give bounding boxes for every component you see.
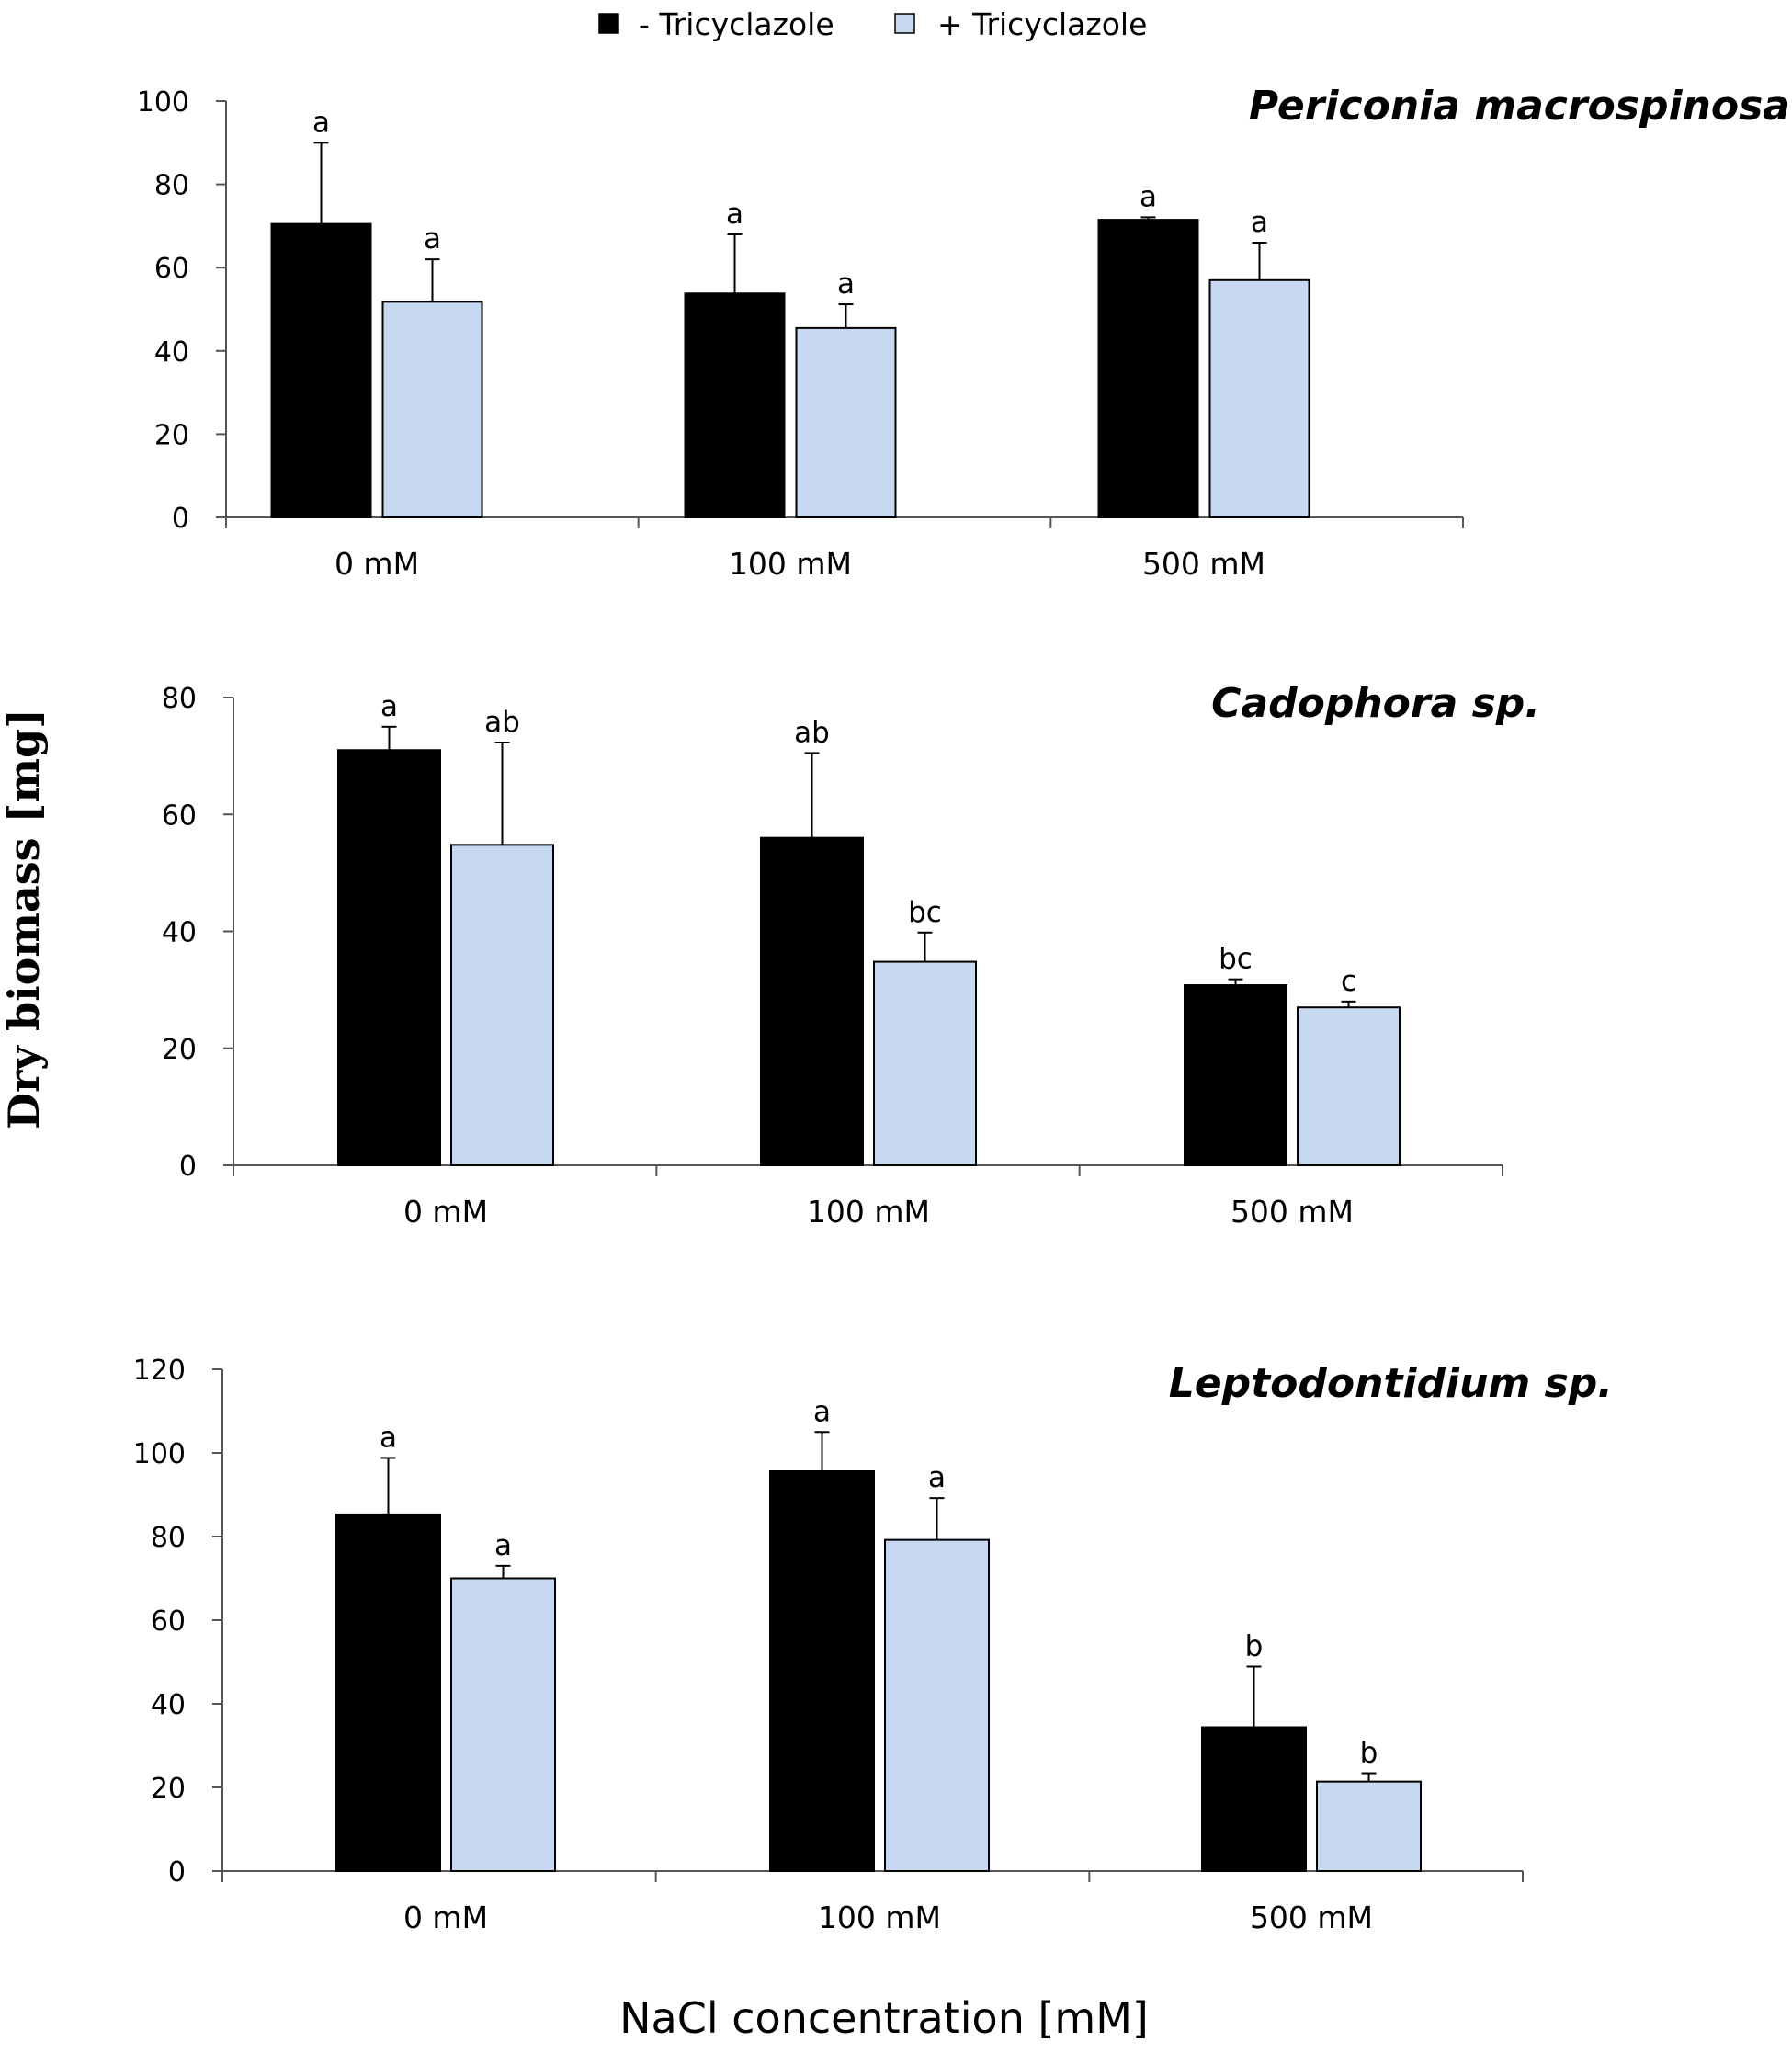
significance-label: bc [908,896,942,929]
significance-label: a [726,198,743,231]
bar-minus-tricyclazole [684,292,786,519]
y-axis-title: Dry biomass [mg] [0,709,49,1129]
y-tick-label: 80 [151,1522,186,1554]
bar-plus-tricyclazole [450,844,554,1167]
bar-plus-tricyclazole [884,1538,990,1872]
panel-leptodontidium: 0 20 40 60 80 100 120 a a 0 mM a a 100 mM b b 500 mM Lep… [133,1355,1613,1935]
significance-label: c [1341,965,1356,998]
panel-cadophora: 0 20 40 60 80 a ab 0 mM ab bc 100 mM bc c 500 mM Cadop… [162,680,1540,1230]
significance-label: a [813,1395,831,1428]
bar-minus-tricyclazole [270,222,372,518]
panel-title: Periconia macrospinosa [1249,83,1790,130]
y-tick-label: 80 [154,170,189,202]
y-tick-label: 40 [154,336,189,369]
y-tick-label: 60 [162,800,197,832]
y-tick-label: 80 [162,683,197,715]
significance-label: b [1245,1630,1264,1663]
category-label: 0 mM [403,1900,488,1935]
significance-label: ab [794,716,830,749]
significance-label: a [424,222,441,255]
y-tick-label: 40 [162,917,197,949]
category-label: 0 mM [403,1194,488,1230]
bar-minus-tricyclazole [335,1513,441,1872]
bar-plus-tricyclazole [450,1577,556,1872]
panel-title: Leptodontidium sp. [1169,1360,1613,1407]
panel-periconia: 0 20 40 60 80 100 a a 0 mM a a 100 mM a a 500 mM Perico… [137,83,1790,582]
bar-minus-tricyclazole [337,749,441,1166]
y-tick-label: 20 [151,1773,186,1805]
significance-label: a [837,267,855,301]
significance-label: a [312,106,330,139]
category-label: 500 mM [1250,1900,1373,1935]
significance-label: a [1251,206,1268,239]
y-tick-label: 20 [154,419,189,451]
y-tick-label: 0 [179,1151,197,1183]
significance-label: a [1140,180,1157,213]
category-label: 100 mM [807,1194,930,1230]
category-label: 100 mM [729,546,852,582]
significance-label: a [380,1421,397,1454]
category-label: 0 mM [335,546,419,582]
bar-minus-tricyclazole [1097,219,1199,518]
bar-plus-tricyclazole [1208,278,1310,518]
significance-label: a [494,1529,512,1562]
significance-label: a [928,1461,946,1494]
significance-label: bc [1219,943,1253,976]
category-label: 100 mM [818,1900,941,1935]
legend-label-plus: + Tricyclazole [937,6,1147,42]
bar-minus-tricyclazole [1201,1726,1307,1872]
bar-minus-tricyclazole [1184,984,1287,1167]
x-axis-title: NaCl concentration [mM] [619,1993,1149,2043]
y-tick-label: 60 [154,253,189,285]
category-label: 500 mM [1142,546,1265,582]
bar-plus-tricyclazole [381,301,483,519]
significance-label: ab [484,706,520,739]
legend-swatch-plus [894,13,915,34]
bar-minus-tricyclazole [769,1470,875,1873]
bar-plus-tricyclazole [873,960,977,1166]
bar-plus-tricyclazole [1316,1780,1422,1873]
legend-label-minus: - Tricyclazole [639,6,834,42]
bar-minus-tricyclazole [760,836,864,1166]
bar-plus-tricyclazole [1297,1006,1401,1167]
y-tick-label: 0 [168,1856,186,1889]
y-tick-label: 40 [151,1689,186,1721]
y-tick-label: 100 [137,86,189,119]
panel-title: Cadophora sp. [1211,680,1540,727]
y-tick-label: 60 [151,1605,186,1638]
y-tick-label: 120 [133,1355,186,1387]
legend-swatch-minus [598,13,619,34]
y-tick-label: 20 [162,1034,197,1066]
y-tick-label: 0 [172,503,189,535]
y-tick-label: 100 [133,1438,186,1470]
significance-label: b [1360,1737,1378,1770]
legend: - Tricyclazole + Tricyclazole [598,6,1147,42]
bar-plus-tricyclazole [795,326,897,519]
significance-label: a [380,690,398,723]
category-label: 500 mM [1231,1194,1354,1230]
